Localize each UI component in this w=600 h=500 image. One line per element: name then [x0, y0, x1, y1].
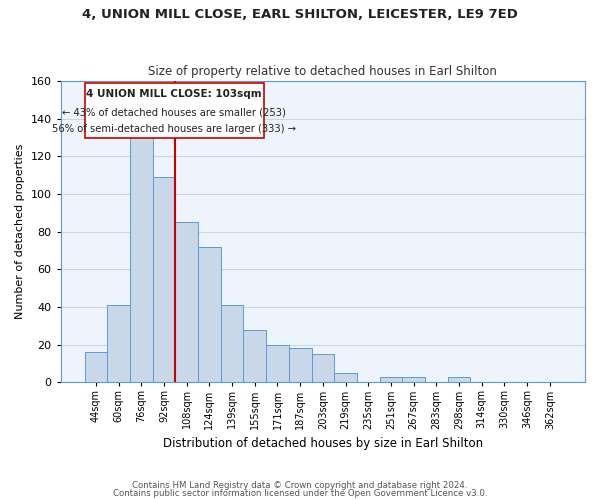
Bar — [334, 373, 357, 382]
Bar — [221, 305, 244, 382]
Text: 4, UNION MILL CLOSE, EARL SHILTON, LEICESTER, LE9 7ED: 4, UNION MILL CLOSE, EARL SHILTON, LEICE… — [82, 8, 518, 20]
Bar — [85, 83, 264, 138]
Bar — [175, 222, 198, 382]
Bar — [266, 344, 289, 383]
Bar — [289, 348, 311, 382]
Bar — [107, 305, 130, 382]
Text: ← 43% of detached houses are smaller (253): ← 43% of detached houses are smaller (25… — [62, 108, 286, 118]
Text: Contains public sector information licensed under the Open Government Licence v3: Contains public sector information licen… — [113, 488, 487, 498]
Bar — [130, 130, 152, 382]
Bar — [198, 247, 221, 382]
Bar — [152, 177, 175, 382]
Text: 4 UNION MILL CLOSE: 103sqm: 4 UNION MILL CLOSE: 103sqm — [86, 88, 262, 99]
Bar — [402, 376, 425, 382]
Bar — [244, 330, 266, 382]
Bar — [311, 354, 334, 382]
Bar — [85, 352, 107, 382]
Bar — [448, 376, 470, 382]
Bar — [380, 376, 402, 382]
Text: Contains HM Land Registry data © Crown copyright and database right 2024.: Contains HM Land Registry data © Crown c… — [132, 481, 468, 490]
Y-axis label: Number of detached properties: Number of detached properties — [15, 144, 25, 320]
Title: Size of property relative to detached houses in Earl Shilton: Size of property relative to detached ho… — [148, 66, 497, 78]
Text: 56% of semi-detached houses are larger (333) →: 56% of semi-detached houses are larger (… — [52, 124, 296, 134]
X-axis label: Distribution of detached houses by size in Earl Shilton: Distribution of detached houses by size … — [163, 437, 483, 450]
